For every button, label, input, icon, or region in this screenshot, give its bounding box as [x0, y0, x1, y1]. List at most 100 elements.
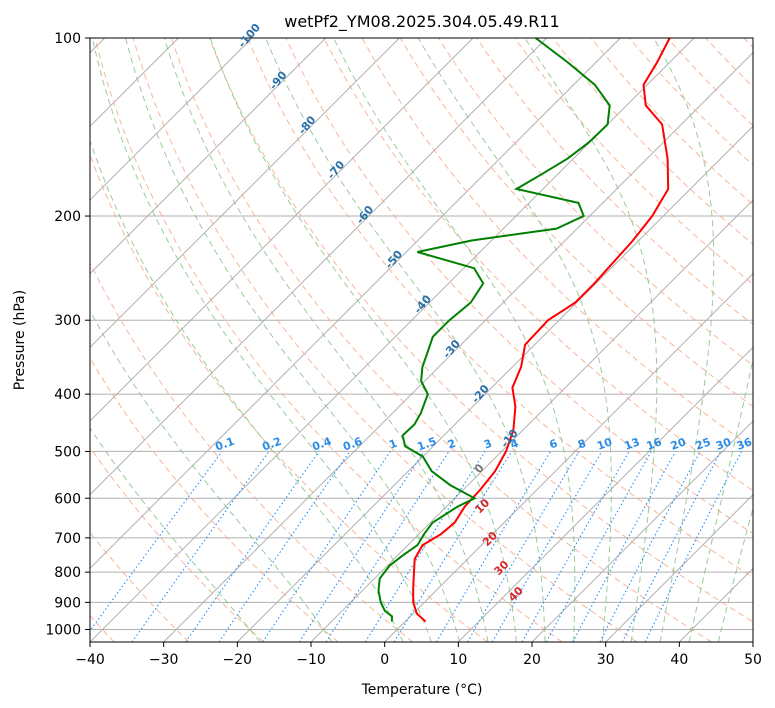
isotherm-line — [90, 38, 253, 201]
moist-adiabat-line — [90, 139, 404, 642]
dewpoint-profile-line — [377, 38, 611, 622]
moist-adiabat-line — [90, 309, 333, 642]
dry-adiabat-line — [476, 38, 753, 326]
isotherm-line — [384, 273, 753, 642]
dry-adiabat-line — [90, 261, 414, 642]
mixing-ratio-line — [467, 451, 580, 642]
isotherm-line — [90, 38, 621, 569]
mixing-ratio-label: 0.4 — [310, 435, 333, 454]
x-tick-label: 20 — [523, 652, 541, 668]
y-tick-label: 100 — [54, 31, 81, 47]
y-tick-label: 200 — [54, 209, 81, 225]
y-tick-label: 600 — [54, 491, 81, 507]
moist-adiabat-line — [717, 506, 753, 642]
dry-adiabat-label: -70 — [325, 158, 348, 182]
chart-title: wetPf2_YM08.2025.304.05.49.R11 — [284, 12, 559, 32]
mixing-ratio-line — [393, 451, 513, 642]
mixing-ratio-line — [131, 451, 270, 642]
mixing-ratio-label: 10 — [595, 435, 614, 453]
mixing-ratio-label: 1.5 — [416, 435, 439, 454]
mixing-ratio-label: 0.2 — [260, 435, 283, 454]
mixing-ratio-line — [298, 451, 425, 642]
mixing-ratio-label: 20 — [669, 435, 688, 453]
mixing-ratio-line — [262, 451, 391, 642]
plot-area — [90, 38, 753, 642]
mixing-ratio-line — [90, 451, 223, 632]
dry-adiabat-line — [667, 38, 753, 127]
mixing-ratio-line — [364, 451, 486, 642]
mixing-ratio-line — [491, 451, 603, 642]
dry-adiabat-line — [90, 153, 488, 642]
x-axis-label: Temperature (°C) — [361, 682, 483, 698]
isotherm-line — [90, 38, 326, 275]
moist-adiabat-line — [688, 356, 753, 642]
moist-adiabat-label: 30 — [492, 558, 512, 578]
mixing-ratio-line — [545, 451, 652, 642]
isotherm-line — [531, 420, 753, 642]
isotherm-line — [605, 494, 753, 642]
dry-adiabat-line — [90, 357, 339, 642]
y-tick-label: 700 — [54, 531, 81, 547]
mixing-ratio-label: 16 — [645, 435, 664, 453]
dry-adiabat-line — [247, 38, 753, 578]
x-tick-label: 50 — [744, 652, 762, 668]
dry-adiabat-label: -40 — [411, 292, 434, 316]
y-tick-label: 500 — [54, 444, 81, 460]
mixing-ratio-line — [218, 451, 351, 642]
mixing-ratio-label: 1 — [387, 437, 399, 452]
dry-adiabat-line — [94, 38, 563, 642]
moist-adiabat-line — [209, 38, 517, 642]
isotherm-line — [90, 38, 547, 496]
moist-adiabat-line — [125, 38, 461, 642]
dry-adiabat-label: -30 — [440, 337, 463, 361]
dry-adiabat-label: -80 — [296, 113, 319, 137]
y-tick-label: 900 — [54, 595, 81, 611]
dry-adiabat-line — [209, 38, 753, 623]
moist-adiabat-line — [91, 38, 432, 642]
dry-adiabat-line — [399, 38, 753, 408]
x-tick-label: 10 — [449, 652, 467, 668]
dry-adiabat-line — [590, 38, 753, 206]
mixing-ratio-line — [521, 451, 630, 642]
temperature-profile-line — [412, 38, 671, 623]
x-tick-label: −20 — [223, 652, 253, 668]
moist-adiabat-label: 20 — [480, 529, 500, 549]
mixing-ratio-label: 2 — [446, 437, 458, 452]
dry-adiabat-line — [743, 38, 753, 49]
mixing-ratio-line — [325, 451, 450, 642]
x-tick-label: −10 — [296, 652, 326, 668]
moist-adiabat-line — [333, 38, 576, 642]
dry-adiabat-label: -20 — [469, 382, 492, 406]
mixing-ratio-label: 13 — [623, 435, 642, 452]
x-tick-label: −40 — [75, 652, 105, 668]
isotherm-line — [90, 38, 474, 422]
x-tick-label: 30 — [597, 652, 615, 668]
mixing-ratio-line — [435, 451, 552, 642]
mixing-ratio-label: 4 — [509, 437, 521, 452]
x-tick-label: −30 — [149, 652, 179, 668]
isotherm-line — [458, 346, 753, 642]
mixing-ratio-line — [572, 451, 676, 642]
mixing-ratio-label: 6 — [548, 437, 560, 452]
isotherm-line — [90, 38, 400, 348]
y-axis-label: Pressure (hPa) — [12, 290, 28, 390]
mixing-ratio-label: 0.6 — [341, 435, 364, 454]
y-tick-label: 1000 — [45, 622, 81, 638]
moist-adiabat-line — [265, 38, 546, 642]
mixing-ratio-label: 25 — [694, 435, 713, 452]
mixing-ratio-line — [644, 451, 742, 642]
moist-adiabat-line — [90, 427, 261, 642]
dry-adiabat-line — [705, 38, 753, 88]
dry-adiabat-line — [132, 38, 638, 642]
mixing-ratio-label: 36 — [735, 435, 754, 453]
dry-adiabat-line — [323, 38, 753, 492]
mixing-ratio-line — [599, 451, 701, 642]
mixing-ratio-label: 0.1 — [214, 435, 237, 454]
plot-frame — [89, 37, 754, 643]
moist-adiabat-line — [417, 38, 612, 642]
isotherm-line — [310, 199, 753, 642]
moist-adiabat-line — [653, 38, 715, 642]
dry-adiabat-line — [628, 38, 753, 166]
moist-adiabat-line — [163, 38, 489, 642]
isotherm-line — [679, 567, 753, 642]
